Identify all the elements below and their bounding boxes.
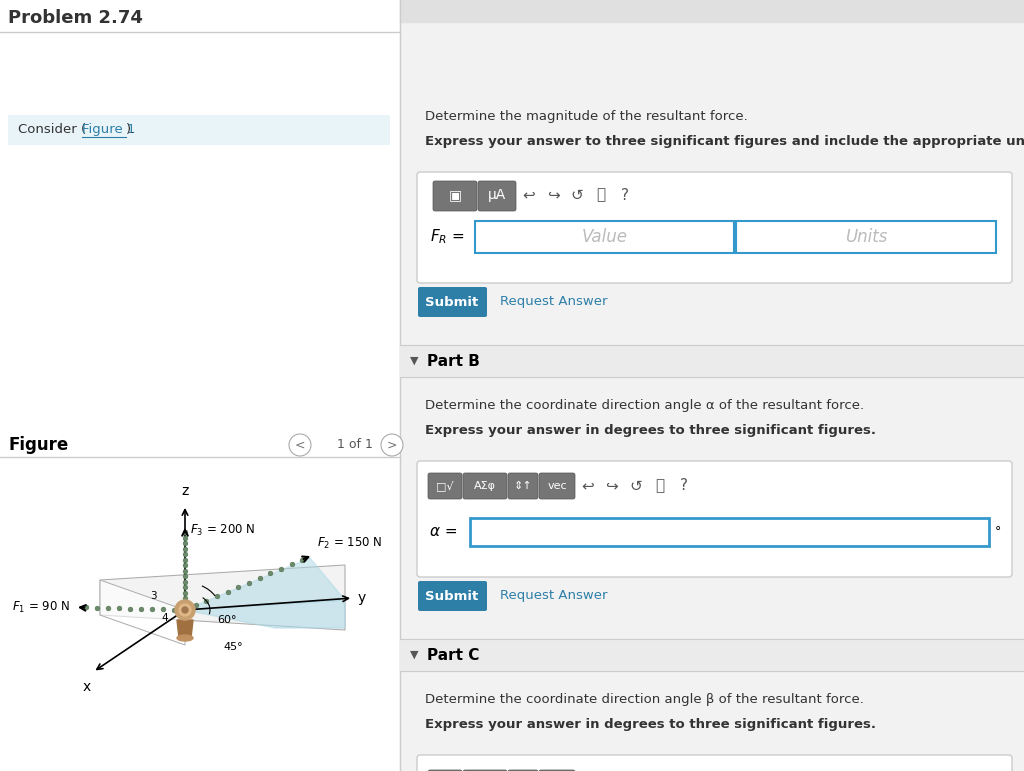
Text: ΑΣφ: ΑΣφ [474, 481, 496, 491]
Bar [736, 221, 995, 253]
Polygon shape [185, 600, 345, 628]
Bar [0, 0, 400, 771]
Text: $F_1$ = 90 N: $F_1$ = 90 N [12, 599, 70, 614]
Text: Value: Value [582, 228, 628, 246]
Text: 🖥: 🖥 [596, 187, 605, 203]
Text: ↪: ↪ [605, 479, 618, 493]
Text: ⇕↑: ⇕↑ [514, 481, 532, 491]
Bar [400, 345, 1024, 377]
Text: Part B: Part B [427, 353, 480, 369]
Text: ↺: ↺ [570, 187, 584, 203]
Text: $F_2$ = 150 N: $F_2$ = 150 N [317, 536, 382, 551]
Circle shape [179, 604, 191, 616]
Text: Submit: Submit [425, 590, 478, 602]
Text: Problem 2.74: Problem 2.74 [8, 9, 143, 27]
FancyBboxPatch shape [417, 755, 1012, 771]
Text: 60°: 60° [217, 615, 237, 625]
FancyBboxPatch shape [539, 473, 575, 499]
Bar [470, 518, 989, 546]
Bar [400, 639, 1024, 671]
FancyBboxPatch shape [418, 287, 487, 317]
Text: $F_3$ = 200 N: $F_3$ = 200 N [190, 523, 255, 537]
Text: α =: α = [430, 524, 458, 540]
Text: Part C: Part C [427, 648, 479, 662]
Polygon shape [177, 620, 193, 638]
Bar [400, 0, 1024, 22]
Text: Express your answer in degrees to three significant figures.: Express your answer in degrees to three … [425, 718, 876, 731]
Text: Units: Units [845, 228, 887, 246]
Text: ▼: ▼ [410, 650, 419, 660]
Text: °: ° [995, 526, 1001, 538]
Text: μA: μA [487, 188, 506, 202]
Text: ↩: ↩ [522, 187, 536, 203]
Text: Consider (: Consider ( [18, 123, 86, 136]
Bar [400, 0, 1024, 771]
Text: Request Answer: Request Answer [500, 295, 607, 308]
Circle shape [175, 600, 195, 620]
Polygon shape [185, 558, 345, 610]
Text: <: < [295, 439, 305, 452]
Text: >: > [387, 439, 397, 452]
Text: ↩: ↩ [582, 479, 594, 493]
FancyBboxPatch shape [463, 473, 507, 499]
Text: $F_R$ =: $F_R$ = [430, 227, 465, 247]
Text: 4: 4 [162, 613, 168, 623]
FancyBboxPatch shape [417, 461, 1012, 577]
Text: Figure 1: Figure 1 [82, 123, 135, 136]
Text: Determine the coordinate direction angle β of the resultant force.: Determine the coordinate direction angle… [425, 693, 864, 706]
Text: Request Answer: Request Answer [500, 590, 607, 602]
Text: Express your answer in degrees to three significant figures.: Express your answer in degrees to three … [425, 424, 876, 437]
Circle shape [381, 434, 403, 456]
Circle shape [182, 607, 188, 613]
FancyBboxPatch shape [508, 473, 538, 499]
Text: Express your answer to three significant figures and include the appropriate uni: Express your answer to three significant… [425, 135, 1024, 148]
Bar [8, 115, 390, 145]
FancyBboxPatch shape [463, 770, 507, 771]
Text: 🖥: 🖥 [655, 479, 665, 493]
Text: z: z [181, 484, 188, 498]
Polygon shape [100, 580, 185, 645]
Text: Submit: Submit [425, 295, 478, 308]
Text: Determine the coordinate direction angle α of the resultant force.: Determine the coordinate direction angle… [425, 399, 864, 412]
Text: Figure: Figure [8, 436, 69, 454]
Text: ↺: ↺ [630, 479, 642, 493]
Text: □√: □√ [436, 480, 454, 491]
FancyBboxPatch shape [508, 770, 538, 771]
Text: Determine the magnitude of the resultant force.: Determine the magnitude of the resultant… [425, 110, 748, 123]
FancyBboxPatch shape [433, 181, 477, 211]
FancyBboxPatch shape [478, 181, 516, 211]
Circle shape [289, 434, 311, 456]
Text: ↪: ↪ [547, 187, 559, 203]
Polygon shape [100, 565, 345, 630]
Text: ▼: ▼ [410, 356, 419, 366]
FancyBboxPatch shape [539, 770, 575, 771]
FancyBboxPatch shape [428, 473, 462, 499]
Text: y: y [358, 591, 367, 605]
Text: 1 of 1: 1 of 1 [337, 439, 373, 452]
Text: ?: ? [621, 187, 629, 203]
Text: 3: 3 [150, 591, 157, 601]
FancyBboxPatch shape [428, 770, 462, 771]
Ellipse shape [177, 635, 193, 641]
Text: ▣: ▣ [449, 188, 462, 202]
Bar [475, 221, 734, 253]
FancyBboxPatch shape [417, 172, 1012, 283]
Text: ?: ? [680, 479, 688, 493]
FancyBboxPatch shape [418, 581, 487, 611]
Text: vec: vec [547, 481, 567, 491]
Text: x: x [83, 680, 91, 694]
Text: ).: ). [126, 123, 135, 136]
Text: 45°: 45° [223, 642, 243, 652]
